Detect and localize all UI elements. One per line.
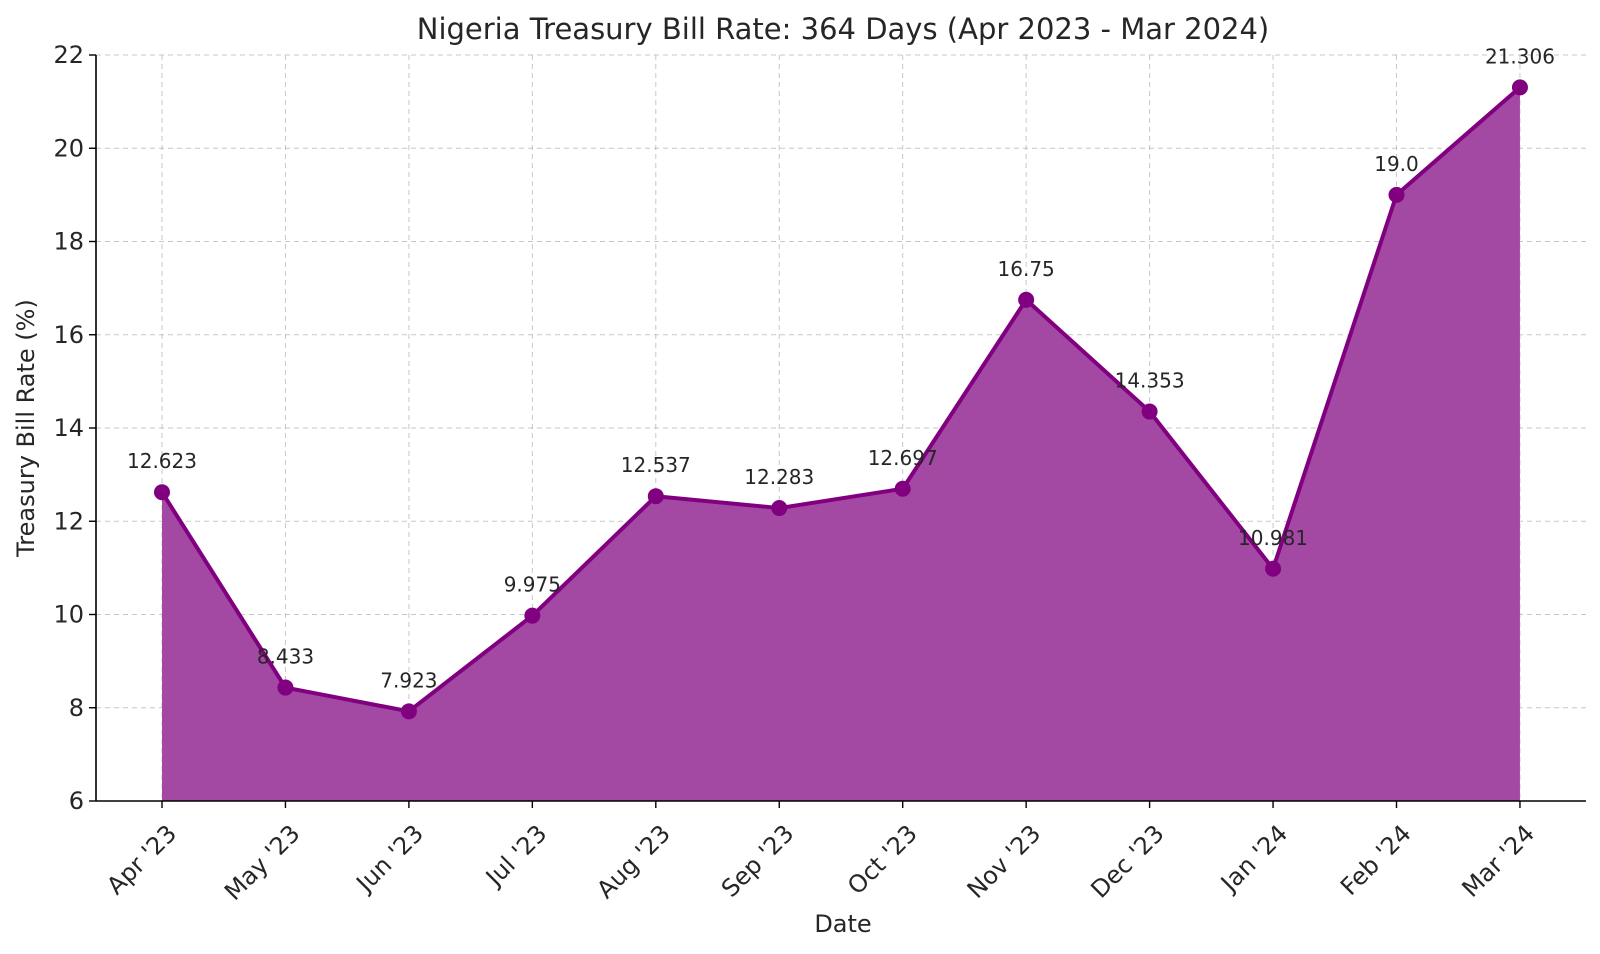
x-tick-label: Jul '23 bbox=[479, 819, 552, 892]
chart-title: Nigeria Treasury Bill Rate: 364 Days (Ap… bbox=[417, 12, 1270, 46]
x-tick-label: Dec '23 bbox=[1085, 819, 1169, 903]
x-axis-label: Date bbox=[814, 910, 871, 938]
data-point bbox=[1511, 79, 1528, 96]
y-tick-label: 20 bbox=[53, 134, 84, 162]
y-axis-label: Treasury Bill Rate (%) bbox=[12, 299, 40, 558]
y-tick-label: 6 bbox=[69, 787, 84, 815]
data-point bbox=[524, 607, 541, 624]
data-label: 7.923 bbox=[380, 668, 437, 692]
data-point bbox=[1141, 403, 1158, 420]
data-point bbox=[647, 488, 664, 505]
data-label: 12.623 bbox=[127, 449, 197, 473]
data-point bbox=[1265, 560, 1282, 577]
area-fill bbox=[162, 87, 1520, 802]
data-point bbox=[1018, 291, 1035, 308]
data-label: 9.975 bbox=[504, 573, 561, 597]
data-label: 12.283 bbox=[744, 465, 814, 489]
x-tick-label: Jan '24 bbox=[1214, 819, 1293, 898]
data-label: 12.537 bbox=[621, 453, 691, 477]
data-point bbox=[894, 480, 911, 497]
y-tick-label: 14 bbox=[53, 414, 84, 442]
x-tick-label: Apr '23 bbox=[101, 819, 182, 900]
y-ticks: 6 8 10 12 14 16 18 20 22 bbox=[53, 41, 96, 815]
y-tick-label: 12 bbox=[53, 507, 84, 535]
series-line bbox=[160, 85, 1522, 714]
x-tick-label: Mar '24 bbox=[1457, 819, 1540, 902]
data-point bbox=[277, 679, 294, 696]
x-tick-label: Aug '23 bbox=[591, 819, 676, 904]
x-tick-label: May '23 bbox=[219, 819, 306, 906]
x-tick-label: Jun '23 bbox=[350, 819, 429, 898]
x-tick-label: Feb '24 bbox=[1335, 819, 1417, 901]
data-label: 16.75 bbox=[998, 257, 1055, 281]
data-label: 8.433 bbox=[257, 645, 314, 669]
y-tick-label: 18 bbox=[53, 228, 84, 256]
data-label: 14.353 bbox=[1115, 369, 1185, 393]
data-point bbox=[154, 484, 170, 501]
data-point bbox=[1388, 186, 1405, 203]
data-point bbox=[771, 500, 788, 517]
y-tick-label: 8 bbox=[69, 694, 84, 722]
data-label: 10.981 bbox=[1238, 526, 1308, 550]
data-point bbox=[400, 703, 417, 720]
x-tick-label: Sep '23 bbox=[716, 819, 799, 902]
y-tick-label: 10 bbox=[53, 601, 84, 629]
y-tick-label: 16 bbox=[53, 321, 84, 349]
x-ticks: Apr '23 May '23 Jun '23 Jul '23 Aug '23 Sep '… bbox=[101, 801, 1540, 906]
x-tick-label: Nov '23 bbox=[962, 819, 1047, 904]
y-tick-label: 22 bbox=[53, 41, 84, 69]
data-labels: 12.623 8.433 7.923 9.975 12.537 12.283 12.697 1… bbox=[127, 44, 1555, 692]
data-label: 12.697 bbox=[868, 446, 938, 470]
data-label: 19.0 bbox=[1374, 152, 1419, 176]
data-points bbox=[154, 79, 1528, 720]
data-label: 21.306 bbox=[1485, 44, 1555, 68]
x-tick-label: Oct '23 bbox=[842, 819, 923, 900]
